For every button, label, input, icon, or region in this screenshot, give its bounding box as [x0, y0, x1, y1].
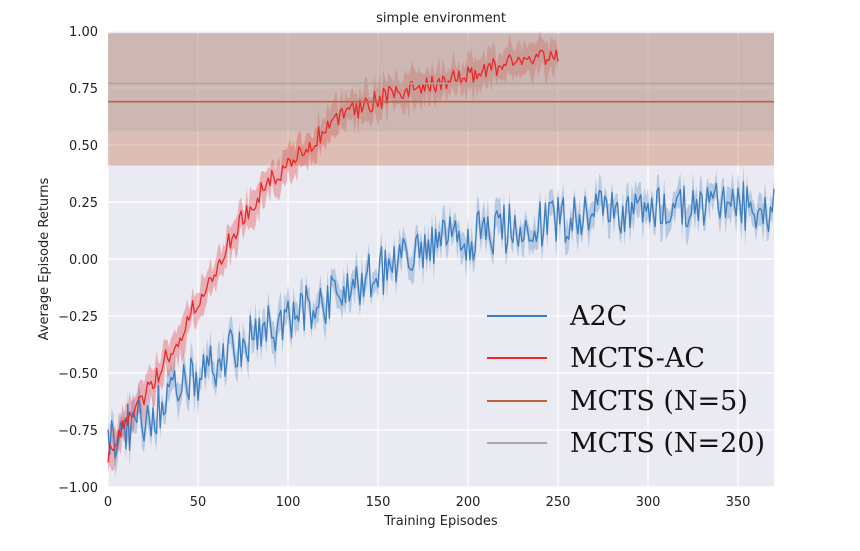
y-axis-label: Average Episode Returns — [37, 177, 52, 340]
x-tick-label: 150 — [366, 495, 391, 510]
x-tick-label: 50 — [190, 495, 207, 510]
band-mcts-n-20 — [108, 33, 774, 132]
grid — [107, 30, 774, 488]
chart-title: simple environment — [376, 11, 506, 26]
x-tick-label: 200 — [456, 495, 481, 510]
x-tick-labels: 0 50 100 150 200 250 300 350 — [104, 495, 751, 510]
legend-label-mcts-n5: MCTS (N=5) — [570, 386, 748, 417]
x-axis-label: Training Episodes — [383, 514, 497, 529]
series-line-a2c — [107, 181, 775, 459]
band-mcts-n-5 — [108, 33, 774, 166]
legend-label-mcts-ac: MCTS-AC — [570, 343, 705, 374]
y-tick-label: 1.00 — [69, 25, 98, 40]
x-tick-label: 0 — [104, 495, 112, 510]
y-tick-label: 0.50 — [69, 139, 98, 154]
x-tick-label: 100 — [276, 495, 301, 510]
y-tick-label: −0.75 — [58, 424, 98, 439]
y-tick-label: −1.00 — [58, 481, 98, 496]
y-tick-label: 0.00 — [69, 253, 98, 268]
x-tick-label: 250 — [546, 495, 571, 510]
x-tick-label: 350 — [726, 495, 751, 510]
legend-label-mcts-n20: MCTS (N=20) — [570, 428, 765, 459]
y-tick-label: 0.25 — [69, 196, 98, 211]
x-tick-label: 300 — [636, 495, 661, 510]
legend: A2C MCTS-AC MCTS (N=5) MCTS (N=20) — [487, 301, 765, 459]
y-tick-label: −0.25 — [58, 310, 98, 325]
y-tick-label: −0.50 — [58, 367, 98, 382]
legend-label-a2c: A2C — [569, 301, 627, 332]
series-line-mcts-ac — [107, 49, 559, 463]
series-lines — [107, 49, 775, 463]
y-tick-label: 0.75 — [69, 82, 98, 97]
y-tick-labels: −1.00 −0.75 −0.50 −0.25 0.00 0.25 0.50 0.75 1.00 — [58, 25, 98, 496]
